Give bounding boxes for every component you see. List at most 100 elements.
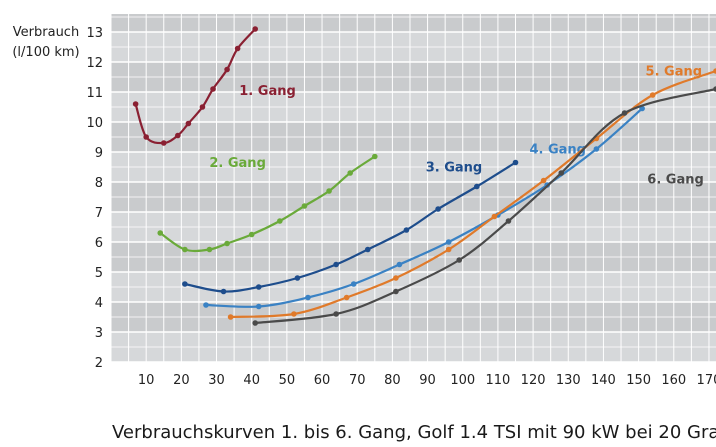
data-point [199, 104, 206, 110]
series-label: 2. Gang [209, 156, 266, 171]
data-point [255, 284, 262, 290]
data-point [333, 311, 339, 317]
x-tick-label: 90 [419, 373, 436, 388]
data-point [445, 239, 452, 245]
data-point [255, 303, 262, 310]
data-point [445, 246, 452, 253]
data-point [456, 257, 463, 263]
data-point [372, 153, 378, 160]
data-point [540, 177, 547, 184]
x-tick-label: 100 [450, 373, 475, 388]
y-tick-label: 11 [86, 86, 103, 101]
x-tick-label: 140 [591, 373, 616, 388]
data-point [713, 68, 716, 74]
data-point [393, 275, 399, 281]
data-point [347, 170, 353, 176]
data-point [326, 188, 332, 194]
data-point [291, 311, 297, 317]
data-point [435, 206, 441, 212]
x-tick-label: 60 [314, 373, 331, 388]
x-tick-label: 30 [208, 373, 225, 388]
data-point [132, 101, 139, 107]
y-tick-label: 3 [95, 326, 103, 341]
x-tick-label: 50 [279, 373, 296, 388]
data-point [160, 140, 167, 146]
x-tick-label: 150 [626, 373, 651, 388]
data-point [343, 294, 350, 301]
y-tick-label: 12 [86, 56, 103, 71]
data-point [558, 170, 565, 176]
series-line [183, 161, 517, 293]
x-tick-label: 130 [556, 373, 581, 388]
data-point [182, 246, 188, 253]
y-axis-title: Verbrauch [13, 25, 79, 40]
series-1-gang [132, 26, 259, 146]
x-tick-label: 110 [486, 373, 511, 388]
series-line [204, 107, 644, 308]
y-tick-label: 6 [95, 236, 103, 251]
data-point [203, 302, 209, 308]
data-point [182, 281, 188, 287]
data-point [649, 92, 656, 98]
data-point [277, 218, 283, 224]
x-tick-label: 170 [697, 373, 716, 388]
series-label: 3. Gang [426, 161, 483, 176]
data-point [512, 159, 519, 166]
data-point [333, 261, 339, 268]
series-6-gang [252, 86, 716, 326]
data-point [252, 320, 259, 326]
y-tick-label: 5 [95, 266, 103, 281]
data-point [206, 246, 213, 253]
plot-band [111, 14, 716, 32]
data-point [252, 26, 259, 32]
y-axis-title: (l/100 km) [12, 45, 79, 60]
series-label: 1. Gang [239, 84, 296, 99]
x-tick-label: 70 [349, 373, 366, 388]
x-tick-label: 40 [243, 373, 260, 388]
data-point [294, 275, 301, 281]
x-tick-label: 80 [384, 373, 401, 388]
series-3-gang [182, 159, 519, 295]
data-point [713, 86, 716, 92]
y-tick-label: 7 [95, 206, 103, 221]
data-point [143, 134, 149, 140]
y-tick-label: 2 [95, 356, 103, 371]
data-point [210, 86, 216, 92]
data-point [157, 230, 164, 236]
data-point [350, 281, 357, 287]
data-point [305, 294, 311, 301]
data-point [396, 261, 403, 268]
data-point [403, 227, 410, 233]
data-point [364, 246, 371, 253]
data-point [593, 146, 600, 152]
series-label: 4. Gang [529, 143, 586, 158]
y-tick-label: 8 [95, 176, 103, 191]
series-2-gang [157, 153, 378, 253]
x-tick-label: 160 [661, 373, 686, 388]
data-point [185, 120, 192, 127]
x-tick-label: 20 [173, 373, 190, 388]
data-point [224, 66, 230, 73]
data-point [621, 110, 628, 116]
data-point [227, 314, 234, 320]
x-tick-label: 120 [521, 373, 546, 388]
series-label: 6. Gang [647, 173, 704, 188]
data-point [175, 132, 181, 139]
y-tick-label: 9 [95, 146, 103, 161]
data-point [248, 231, 255, 238]
y-tick-label: 4 [95, 296, 103, 311]
data-point [505, 218, 512, 224]
data-point [301, 203, 308, 209]
data-point [491, 213, 498, 220]
data-point [224, 240, 230, 247]
chart-caption: Verbrauchskurven 1. bis 6. Gang, Golf 1.… [112, 422, 716, 443]
series-line [159, 155, 376, 253]
data-point [234, 45, 241, 52]
series-line [134, 27, 257, 145]
data-point [220, 288, 227, 295]
x-tick-label: 10 [138, 373, 155, 388]
data-point [474, 183, 480, 190]
y-tick-label: 10 [86, 116, 103, 131]
y-tick-label: 13 [86, 26, 103, 41]
